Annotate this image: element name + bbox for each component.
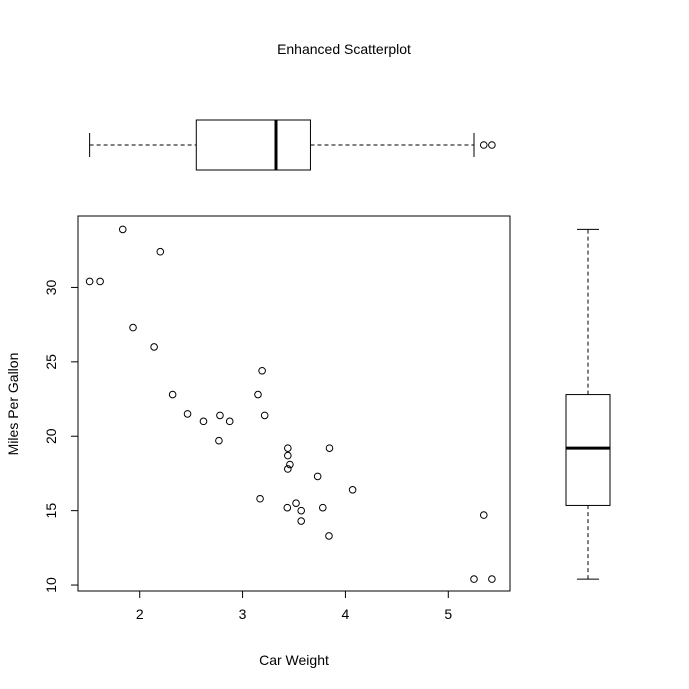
scatter-point (199, 417, 208, 426)
scatter-point (216, 411, 224, 420)
scatter-point (348, 486, 357, 494)
scatter-point (292, 499, 300, 508)
scatter-point (479, 511, 488, 519)
x-tick-label: 2 (136, 606, 144, 622)
scatter-point (297, 517, 306, 525)
x-box-outlier (488, 141, 496, 149)
y-tick-label: 15 (43, 503, 59, 519)
scatter-point (225, 417, 234, 426)
y-axis: 10 15 20 25 30 (43, 279, 78, 593)
scatter-point (283, 503, 292, 512)
scatter-point (319, 503, 327, 512)
y-axis-label: Miles Per Gallon (5, 353, 21, 456)
x-box-outlier (479, 141, 488, 149)
x-box-iqr (195, 119, 311, 171)
scatter-point (325, 532, 333, 540)
scatter-point (325, 444, 334, 452)
scatter-point (96, 277, 104, 286)
y-tick-label: 30 (43, 279, 59, 295)
scatter-point (470, 575, 478, 583)
x-tick-label: 3 (239, 606, 247, 622)
y-box-iqr (565, 394, 611, 506)
y-boxplot (565, 228, 611, 580)
chart-title: Enhanced Scatterplot (277, 41, 411, 57)
scatter-point (85, 277, 94, 286)
scatter-point (156, 247, 165, 256)
scatter-point (258, 366, 266, 375)
scatter-points (85, 225, 496, 583)
scatter-point (286, 460, 294, 469)
scatter-point (260, 411, 269, 420)
y-tick-label: 20 (43, 428, 59, 444)
y-tick-label: 25 (43, 354, 59, 370)
x-axis: 2 3 4 5 (136, 591, 452, 622)
scatter-point (256, 494, 264, 503)
scatter-point (168, 390, 177, 399)
scatter-point (284, 451, 292, 460)
x-tick-label: 4 (342, 606, 350, 622)
scatter-point (488, 575, 496, 583)
scatter-point (297, 506, 306, 515)
y-tick-label: 10 (43, 577, 59, 593)
scatter-point (284, 444, 292, 452)
scatter-point (284, 465, 292, 473)
scatter-point (118, 225, 127, 234)
x-tick-label: 5 (444, 606, 452, 622)
plot-frame (77, 215, 511, 592)
scatter-point (183, 410, 192, 418)
scatter-point (129, 323, 137, 332)
x-boxplot (89, 119, 496, 171)
scatter-point (313, 472, 322, 481)
scatter-point (150, 343, 158, 351)
scatter-point (254, 390, 262, 399)
scatter-point (215, 436, 223, 445)
x-axis-label: Car Weight (259, 652, 329, 668)
